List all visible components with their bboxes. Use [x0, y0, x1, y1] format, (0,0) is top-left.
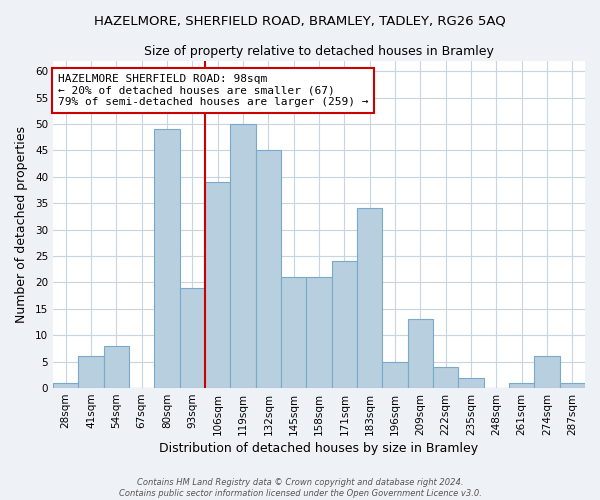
Bar: [509, 383, 535, 388]
Bar: [230, 124, 256, 388]
Bar: [332, 262, 357, 388]
Title: Size of property relative to detached houses in Bramley: Size of property relative to detached ho…: [144, 45, 494, 58]
Text: HAZELMORE SHERFIELD ROAD: 98sqm
← 20% of detached houses are smaller (67)
79% of: HAZELMORE SHERFIELD ROAD: 98sqm ← 20% of…: [58, 74, 368, 107]
Bar: [535, 356, 560, 388]
Bar: [154, 129, 180, 388]
Bar: [407, 320, 433, 388]
Bar: [79, 356, 104, 388]
Bar: [53, 383, 79, 388]
Text: Contains HM Land Registry data © Crown copyright and database right 2024.
Contai: Contains HM Land Registry data © Crown c…: [119, 478, 481, 498]
Bar: [357, 208, 382, 388]
Bar: [256, 150, 281, 388]
Bar: [307, 277, 332, 388]
Bar: [382, 362, 407, 388]
Bar: [458, 378, 484, 388]
Bar: [281, 277, 307, 388]
Bar: [205, 182, 230, 388]
Bar: [180, 288, 205, 388]
Y-axis label: Number of detached properties: Number of detached properties: [15, 126, 28, 323]
X-axis label: Distribution of detached houses by size in Bramley: Distribution of detached houses by size …: [160, 442, 479, 455]
Bar: [433, 367, 458, 388]
Bar: [560, 383, 585, 388]
Text: HAZELMORE, SHERFIELD ROAD, BRAMLEY, TADLEY, RG26 5AQ: HAZELMORE, SHERFIELD ROAD, BRAMLEY, TADL…: [94, 15, 506, 28]
Bar: [104, 346, 129, 388]
